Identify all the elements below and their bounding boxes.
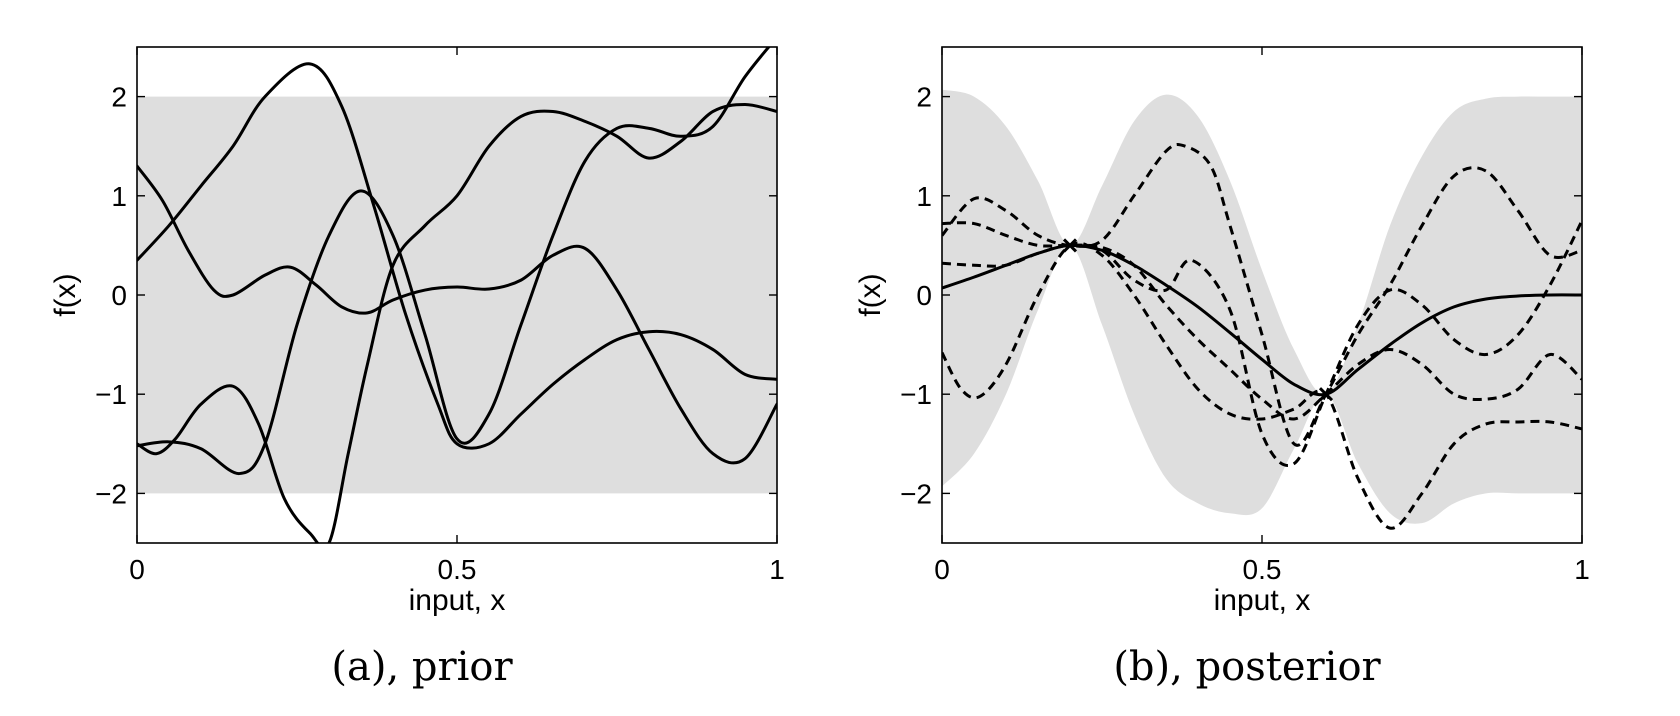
panel-prior: 0 0.5 1 −2 −1 0 1 2 input, x f(x) (a), prior xyxy=(49,46,785,690)
y-tick-label: −1 xyxy=(900,379,932,410)
x-tick-label: 0.5 xyxy=(438,554,477,585)
sample-line-dashed-2 xyxy=(942,241,1582,530)
x-axis-label: input, x xyxy=(409,584,506,617)
x-tick-label: 1 xyxy=(1574,554,1590,585)
x-axis-label: input, x xyxy=(1214,584,1311,617)
y-axis-label: f(x) xyxy=(49,273,82,316)
observation-marker-1 xyxy=(1318,387,1334,402)
observation-marker-0 xyxy=(1062,238,1078,253)
confidence-band xyxy=(137,96,777,494)
y-tick-label: −2 xyxy=(900,478,932,509)
plot-area xyxy=(137,47,777,543)
y-tick-label: 1 xyxy=(916,181,932,212)
x-tick-label: 1 xyxy=(769,554,785,585)
y-tick-label: −2 xyxy=(95,478,127,509)
y-tick-label: 2 xyxy=(111,82,127,113)
sample-line-0 xyxy=(137,62,777,450)
sample-line-1 xyxy=(137,164,777,465)
panel-caption: (b), posterior xyxy=(1113,644,1381,690)
sample-line-2 xyxy=(137,103,777,543)
x-tick-label: 0.5 xyxy=(1243,554,1282,585)
y-tick-label: 1 xyxy=(111,181,127,212)
y-tick-label: 0 xyxy=(916,280,932,311)
confidence-band xyxy=(942,89,1582,524)
sample-line-dashed-4 xyxy=(942,221,1582,421)
y-tick-label: 2 xyxy=(916,82,932,113)
y-tick-label: 0 xyxy=(111,280,127,311)
plot-area xyxy=(942,89,1582,530)
panel-caption: (a), prior xyxy=(331,644,513,690)
sample-line-dashed-1 xyxy=(942,143,1582,447)
x-tick-label: 0 xyxy=(129,554,145,585)
y-axis-label: f(x) xyxy=(854,273,887,316)
sample-line-3 xyxy=(137,47,771,476)
sample-line-dashed-3 xyxy=(942,219,1582,467)
panel-posterior: 0 0.5 1 −2 −1 0 1 2 input, x f(x) (b), posterior xyxy=(854,46,1590,690)
x-tick-label: 0 xyxy=(934,554,950,585)
y-tick-label: −1 xyxy=(95,379,127,410)
